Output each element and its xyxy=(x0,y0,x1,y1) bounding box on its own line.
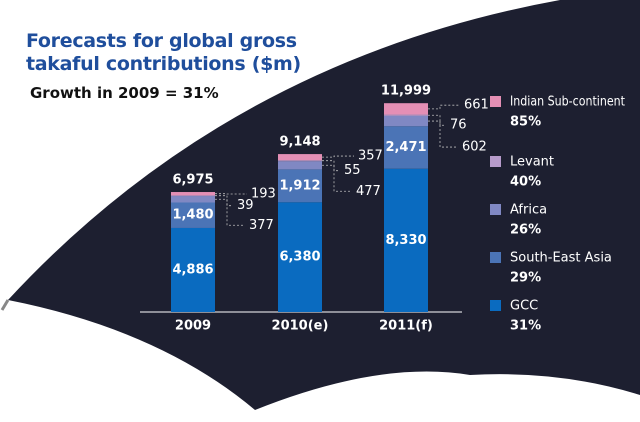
legend-growth: 26% xyxy=(510,223,541,238)
legend-label: Indian Sub-continent xyxy=(510,95,625,110)
value-label: 76 xyxy=(450,118,467,133)
value-label: 1,480 xyxy=(172,208,213,223)
leader-line xyxy=(215,195,233,207)
umbrella-tip xyxy=(0,299,10,311)
legend-swatch xyxy=(490,252,501,263)
value-label: 2,471 xyxy=(385,140,426,155)
total-label: 11,999 xyxy=(381,84,431,99)
total-label: 6,975 xyxy=(172,173,213,188)
leader-line xyxy=(428,104,460,110)
value-label: 661 xyxy=(464,98,489,113)
bar-segment xyxy=(171,195,215,197)
leader-line xyxy=(428,120,458,148)
legend-growth: 85% xyxy=(510,115,541,130)
value-label: 477 xyxy=(356,184,381,199)
leader-line xyxy=(322,164,352,192)
legend-label: Africa xyxy=(510,203,547,218)
bar-segment xyxy=(171,196,215,203)
bar-segment xyxy=(278,169,322,203)
x-tick-label: 2009 xyxy=(175,319,211,334)
leader-line xyxy=(215,198,245,226)
value-label: 377 xyxy=(249,218,274,233)
leader-line xyxy=(322,155,354,158)
legend-swatch xyxy=(490,204,501,215)
bar-segment xyxy=(278,160,322,162)
legend-growth: 29% xyxy=(510,271,541,286)
legend-swatch xyxy=(490,300,501,311)
legend-label: Levant xyxy=(510,155,554,170)
legend-swatch xyxy=(490,96,501,107)
value-label: 193 xyxy=(251,187,276,202)
leader-line xyxy=(428,114,446,126)
chart-subtitle: Growth in 2009 = 31% xyxy=(30,84,219,102)
legend-growth: 40% xyxy=(510,175,541,190)
value-label: 8,330 xyxy=(385,233,426,248)
value-label: 602 xyxy=(462,140,487,155)
bar-segment xyxy=(384,103,428,115)
value-label: 6,380 xyxy=(279,250,320,265)
x-tick-label: 2011(f) xyxy=(379,319,433,334)
bar-segment xyxy=(171,202,215,228)
bar-segment xyxy=(384,168,428,312)
chart-title: Forecasts for global gross takaful contr… xyxy=(26,30,301,75)
legend-label: GCC xyxy=(510,299,538,314)
x-tick-label: 2010(e) xyxy=(272,319,329,334)
bar-segment xyxy=(171,192,215,196)
value-label: 357 xyxy=(358,149,383,164)
total-label: 9,148 xyxy=(279,135,320,150)
bar-segment xyxy=(384,126,428,169)
bar-segment xyxy=(171,227,215,312)
leader-line xyxy=(322,160,340,172)
bar-segment xyxy=(278,202,322,312)
bar-segment xyxy=(384,115,428,127)
value-label: 1,912 xyxy=(279,178,320,193)
legend-swatch xyxy=(490,156,501,167)
bar-segment xyxy=(278,161,322,170)
value-label: 55 xyxy=(344,163,361,178)
legend-label: South-East Asia xyxy=(510,251,612,266)
value-label: 4,886 xyxy=(172,262,213,277)
umbrella xyxy=(8,0,640,410)
value-label: 39 xyxy=(237,198,254,213)
bar-segment xyxy=(278,154,322,161)
bar-segment xyxy=(384,114,428,116)
legend-growth: 31% xyxy=(510,319,541,334)
